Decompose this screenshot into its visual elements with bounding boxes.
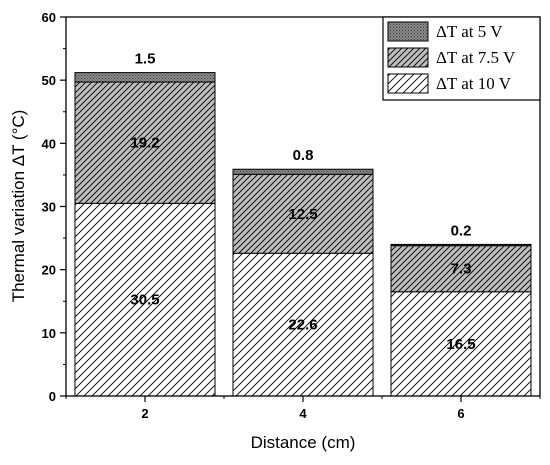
x-tick-label: 4 [299, 406, 307, 421]
y-tick-label: 10 [42, 326, 56, 341]
legend-label: ΔT at 7.5 V [436, 48, 516, 67]
data-label: 30.5 [130, 292, 159, 309]
legend: ΔT at 5 V ΔT at 7.5 V ΔT at 10 V [382, 16, 541, 101]
y-tick-label: 20 [42, 263, 56, 278]
y-axis-title: Thermal variation ΔT (°C) [9, 110, 28, 303]
data-label: 0.8 [293, 147, 314, 164]
y-tick-label: 60 [42, 10, 56, 25]
bar-segment [232, 168, 374, 175]
legend-label: ΔT at 5 V [436, 22, 503, 41]
x-tick-label: 6 [457, 406, 464, 421]
x-axis: 2 4 6 [65, 396, 541, 421]
bar-segment [232, 252, 374, 397]
legend-swatch [387, 21, 429, 42]
bar-segment [232, 173, 374, 254]
legend-label: ΔT at 10 V [436, 74, 512, 93]
y-tick-label: 30 [42, 200, 56, 215]
data-label: 22.6 [288, 317, 317, 334]
data-label: 1.5 [135, 51, 156, 68]
y-axis: 0 10 20 30 40 50 60 [42, 10, 66, 404]
y-tick-label: 50 [42, 73, 56, 88]
data-labels: 30.5 19.2 1.5 22.6 12.5 0.8 16.5 7.3 0.2 [130, 51, 475, 353]
bar-segment [390, 243, 532, 247]
data-label: 0.2 [451, 222, 472, 239]
data-label: 7.3 [451, 261, 472, 278]
bar-segment [74, 81, 216, 204]
bar-segment [74, 202, 216, 397]
legend-swatch [387, 47, 429, 68]
x-tick-label: 2 [141, 406, 148, 421]
y-tick-label: 0 [49, 389, 56, 404]
bar-segment [74, 72, 216, 83]
x-axis-title: Distance (cm) [251, 433, 356, 452]
bars [74, 72, 532, 397]
data-label: 19.2 [130, 135, 159, 152]
data-label: 12.5 [288, 206, 317, 223]
y-tick-label: 40 [42, 136, 56, 151]
data-label: 16.5 [446, 336, 475, 353]
legend-swatch [387, 73, 429, 94]
